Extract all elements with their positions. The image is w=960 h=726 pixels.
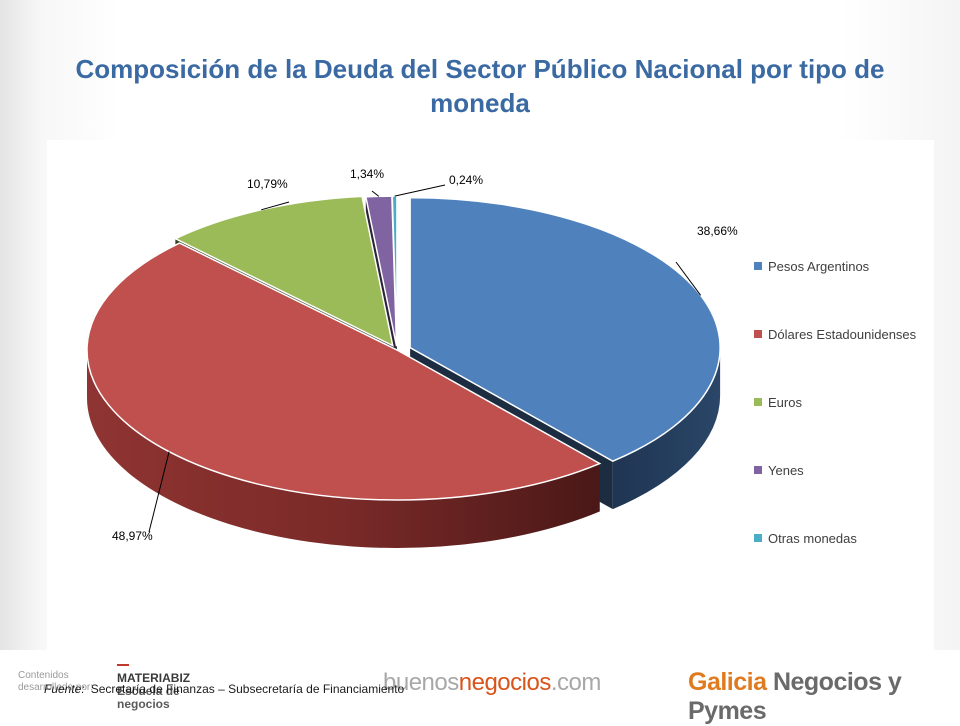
- leader-line-4: [394, 184, 446, 197]
- legend-item-euros: Euros: [754, 394, 802, 410]
- materiabiz-logo-bar: [117, 664, 129, 666]
- pie-chart: 38,66% 48,97% 10,79% 1,34% 0,24% Pesos Argen…: [47, 140, 934, 650]
- legend-label: Dólares Estadounidenses: [768, 326, 917, 342]
- materiabiz-name: MATERIABIZ: [117, 671, 191, 685]
- page-title: Composición de la Deuda del Sector Públi…: [75, 54, 885, 118]
- legend-item-otras-monedas: Otras monedas: [754, 530, 857, 546]
- legend-swatch: [754, 262, 762, 270]
- legend-item-yenes: Yenes: [754, 462, 804, 478]
- materiabiz-sub-2: negocios: [117, 697, 170, 711]
- legend-swatch: [754, 398, 762, 406]
- legend-item-dólares-estadounidenses: Dólares Estadounidenses: [754, 326, 916, 342]
- bn-logo-part-1: buenos: [383, 669, 459, 696]
- materiabiz-sub-1: Escuela de: [117, 684, 180, 698]
- legend-label: Pesos Argentinos: [768, 258, 870, 274]
- data-label-dólares-estadounidenses: 48,97%: [112, 529, 153, 543]
- leader-line-1: [148, 451, 170, 533]
- pie-chart-svg: 38,66% 48,97% 10,79% 1,34% 0,24%: [86, 167, 738, 548]
- pie-side-pesos-argentinos: [612, 347, 721, 510]
- leader-line-0: [675, 261, 702, 296]
- galicia-logo-part-1: Galicia: [688, 668, 767, 696]
- buenosnegocios-logo: buenosnegocios.com: [383, 669, 601, 697]
- data-label-yenes: 1,34%: [350, 167, 384, 181]
- materiabiz-logo: MATERIABIZ Escuela de negocios: [117, 664, 190, 711]
- credit-caption: Contenidos desarrollado por:: [18, 670, 93, 694]
- credit-line-1: Contenidos: [18, 670, 69, 681]
- data-label-euros: 10,79%: [247, 177, 288, 191]
- pie-slice-dólares-estadounidenses: [86, 242, 602, 501]
- source-text: Secretaría de Finanzas – Subsecretaría d…: [90, 682, 405, 696]
- legend-item-pesos-argentinos: Pesos Argentinos: [754, 258, 869, 274]
- legend-swatch: [754, 330, 762, 338]
- bn-logo-part-2: negocios: [458, 669, 552, 696]
- credit-line-2: desarrollado por:: [18, 682, 94, 693]
- leader-line-3: [371, 190, 380, 197]
- data-label-otras-monedas: 0,24%: [449, 173, 483, 187]
- footer: [0, 650, 960, 720]
- legend-label: Otras monedas: [768, 530, 857, 546]
- galicia-logo: Galicia Negocios y Pymes: [688, 668, 960, 726]
- legend-swatch: [754, 534, 762, 542]
- legend-swatch: [754, 466, 762, 474]
- pie-slice-pesos-argentinos: [409, 196, 721, 462]
- bn-logo-part-3: .com: [550, 669, 602, 696]
- pie-side-dólares-estadounidenses: [87, 350, 600, 548]
- source-label: Fuente:: [44, 682, 85, 696]
- data-label-pesos-argentinos: 38,66%: [697, 224, 738, 238]
- legend-label: Yenes: [768, 462, 804, 478]
- leader-line-2: [261, 201, 290, 211]
- source-note: Fuente: Secretaría de Finanzas – Subsecre…: [44, 682, 404, 696]
- legend-label: Euros: [768, 394, 802, 410]
